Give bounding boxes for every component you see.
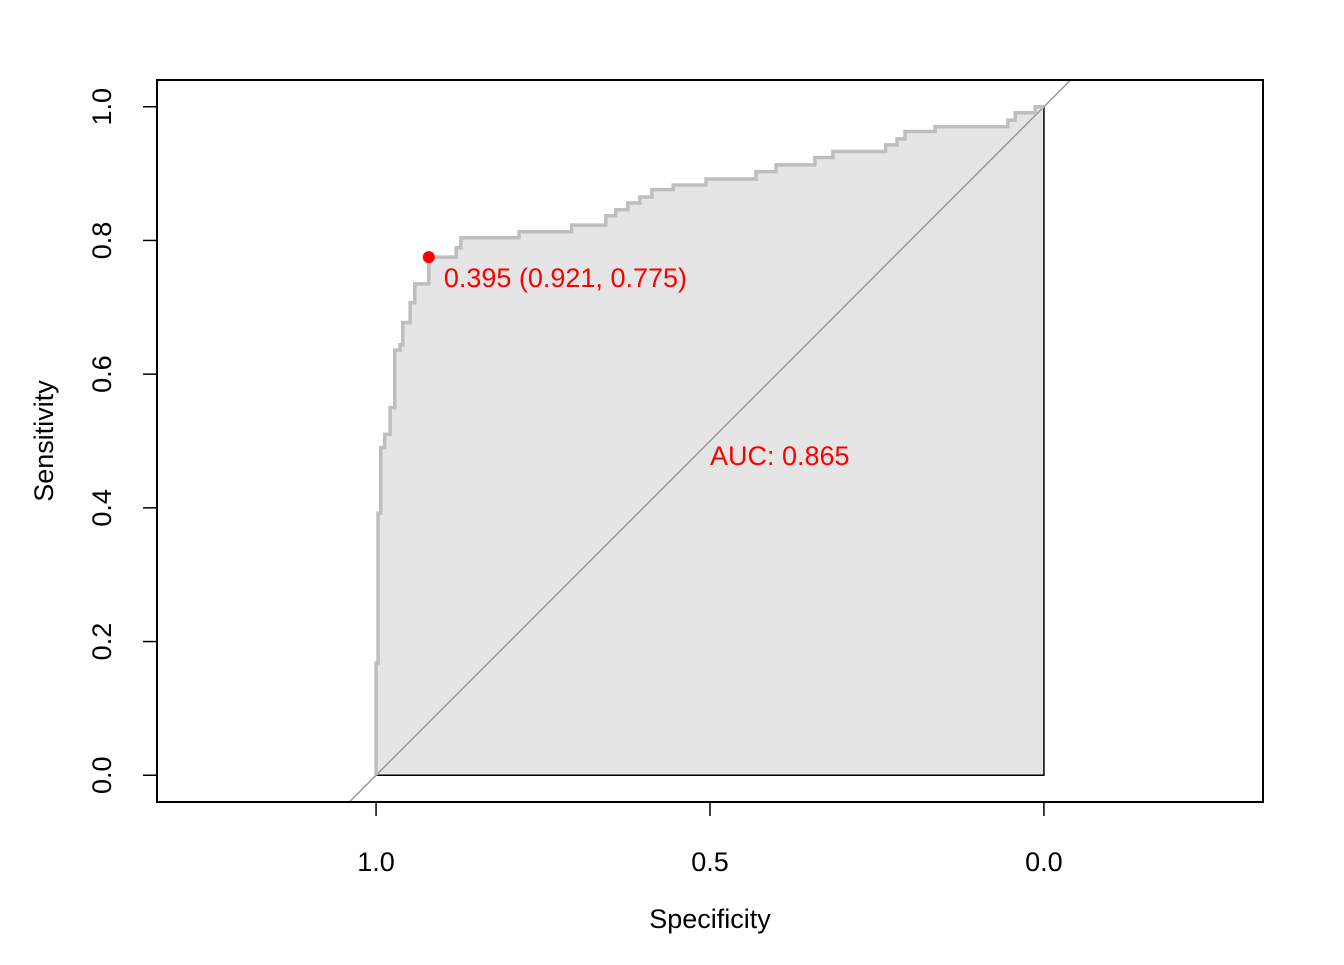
best-point-label: 0.395 (0.921, 0.775): [444, 263, 687, 293]
x-tick-label: 1.0: [357, 847, 395, 877]
plot-area: [348, 80, 1072, 802]
chance-line: [348, 80, 1072, 802]
y-tick-label: 0.6: [87, 355, 117, 393]
roc-curve: [374, 104, 1044, 776]
x-tick-label: 0.0: [1025, 847, 1063, 877]
x-tick-label: 0.5: [691, 847, 729, 877]
x-axis-title: Specificity: [649, 904, 771, 934]
y-tick-label: 0.2: [87, 623, 117, 661]
y-tick-label: 0.4: [87, 489, 117, 527]
y-tick-label: 1.0: [87, 88, 117, 126]
y-tick-label: 0.0: [87, 756, 117, 794]
best-point: [422, 251, 435, 264]
auc-label: AUC: 0.865: [710, 441, 850, 471]
y-tick-label: 0.8: [87, 222, 117, 260]
y-axis-title: Sensitivity: [29, 380, 59, 502]
